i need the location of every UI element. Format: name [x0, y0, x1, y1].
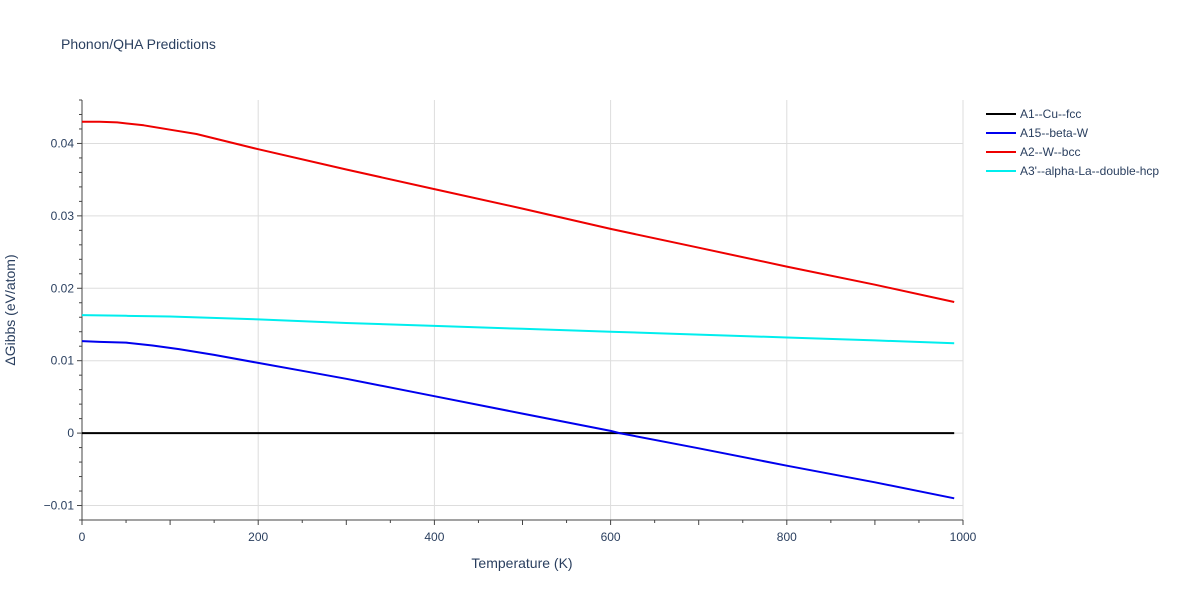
x-tick-label: 400	[424, 530, 444, 544]
x-tick-label: 200	[248, 530, 268, 544]
axes: 0 200 400 600 800 1000 −0.01 0 0.01 0.02 0.03 0.04	[44, 99, 977, 544]
series-line-3	[82, 120, 955, 303]
legend-item[interactable]: A1--Cu--fcc	[986, 107, 1081, 121]
y-tick-label: −0.01	[44, 499, 75, 513]
legend-item[interactable]: A15--beta-W	[986, 126, 1089, 140]
series-line-4	[81, 314, 955, 345]
x-tick-label: 600	[601, 530, 621, 544]
series-lines	[81, 120, 955, 500]
y-tick-label: 0.03	[51, 209, 75, 223]
series-line-2	[81, 340, 955, 500]
x-tick-label: 1000	[950, 530, 977, 544]
chart-title: Phonon/QHA Predictions	[61, 36, 216, 52]
y-tick-label: 0.02	[51, 281, 75, 295]
legend-item[interactable]: A3'--alpha-La--double-hcp	[986, 164, 1159, 178]
y-tick-label: 0	[67, 426, 74, 440]
legend-label: A15--beta-W	[1020, 126, 1089, 140]
x-tick-label: 0	[79, 530, 86, 544]
y-tick-label: 0.01	[51, 354, 75, 368]
x-tick-label: 800	[777, 530, 797, 544]
legend-label: A2--W--bcc	[1020, 145, 1080, 159]
x-axis-label: Temperature (K)	[471, 555, 572, 571]
y-tick-label: 0.04	[51, 136, 75, 150]
legend[interactable]: A1--Cu--fcc A15--beta-W A2--W--bcc A3'--alp…	[986, 107, 1159, 178]
legend-label: A1--Cu--fcc	[1020, 107, 1081, 121]
y-axis-label: ΔGibbs (eV/atom)	[2, 254, 18, 365]
legend-item[interactable]: A2--W--bcc	[986, 145, 1080, 159]
grid	[82, 100, 964, 520]
legend-label: A3'--alpha-La--double-hcp	[1020, 164, 1159, 178]
